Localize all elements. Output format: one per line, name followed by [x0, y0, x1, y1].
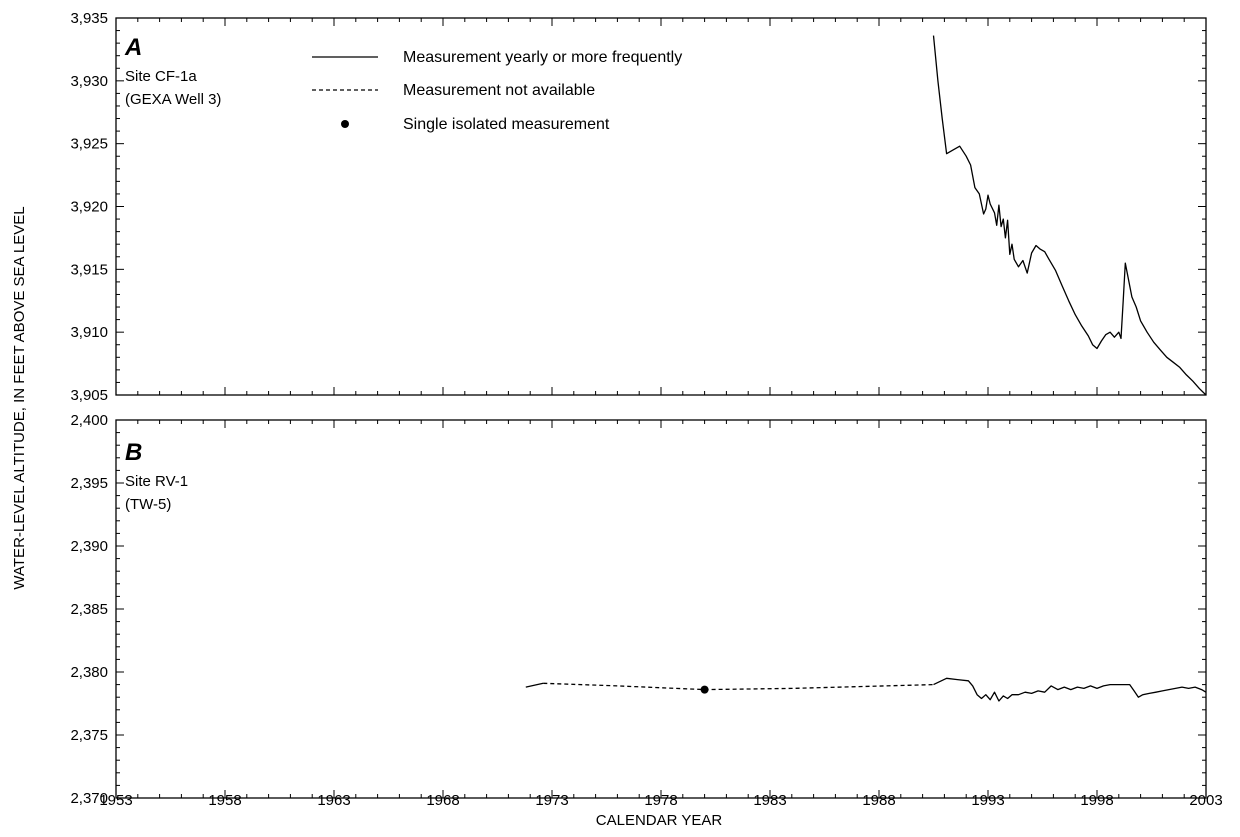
- x-tick-label: 2003: [1189, 792, 1222, 809]
- x-tick-label: 1973: [535, 792, 568, 809]
- x-tick-label: 1983: [753, 792, 786, 809]
- panel-b-y-tick-label: 2,370: [70, 790, 108, 807]
- legend-point-label: Single isolated measurement: [403, 116, 610, 133]
- panel-a-y-tick-label: 3,920: [70, 199, 108, 216]
- plot-panels: 3,905 3,910 3,915 3,920 3,925 3,930 3,935 2,370…: [70, 10, 1222, 809]
- panel-b-y-tick-label: 2,380: [70, 664, 108, 681]
- panel-a-series-solid-line: [932, 35, 1207, 396]
- legend-dashed-label: Measurement not available: [403, 82, 595, 99]
- panel-a-y-tick-label: 3,935: [70, 10, 108, 27]
- legend: Measurement yearly or more frequently Me…: [312, 49, 682, 133]
- x-axis-title: CALENDAR YEAR: [596, 812, 723, 829]
- panel-b-series-solid-line: [525, 682, 544, 688]
- panel-a-well-label: (GEXA Well 3): [125, 91, 221, 108]
- panel-b-y-tick-label: 2,385: [70, 601, 108, 618]
- panel-a-y-tick-label: 3,905: [70, 387, 108, 404]
- panel-a-frame: [115, 17, 1207, 396]
- panel-b-y-tick-label: 2,375: [70, 727, 108, 744]
- panel-b-series-solid-line: [933, 677, 1207, 702]
- x-tick-label: 1968: [426, 792, 459, 809]
- x-tick-label: 1958: [208, 792, 241, 809]
- panel-b-well-label: (TW-5): [125, 496, 171, 513]
- panel-a-y-tick-label: 3,915: [70, 261, 108, 278]
- x-tick-label: 1978: [644, 792, 677, 809]
- panel-b-isolated-point: [700, 685, 709, 694]
- y-axis-title: WATER-LEVEL ALTITUDE, IN FEET ABOVE SEA …: [11, 206, 28, 589]
- panel-a-letter: A: [124, 34, 142, 61]
- legend-solid-label: Measurement yearly or more frequently: [403, 49, 682, 66]
- x-tick-label: 1963: [317, 792, 350, 809]
- panel-a-y-tick-label: 3,925: [70, 136, 108, 153]
- legend-point-swatch: [341, 120, 349, 128]
- x-tick-label: 1993: [971, 792, 1004, 809]
- panel-b-letter: B: [125, 439, 142, 466]
- panel-b-y-tick-label: 2,395: [70, 475, 108, 492]
- panel-a-y-tick-label: 3,930: [70, 73, 108, 90]
- panel-b-frame: [115, 419, 1207, 799]
- panel-b-y-tick-label: 2,390: [70, 538, 108, 555]
- panel-b-y-tick-label: 2,400: [70, 412, 108, 429]
- x-tick-label: 1998: [1080, 792, 1113, 809]
- panel-b-site-label: Site RV-1: [125, 473, 188, 490]
- panel-a-y-tick-label: 3,910: [70, 324, 108, 341]
- x-tick-label: 1988: [862, 792, 895, 809]
- panel-a-site-label: Site CF-1a: [125, 68, 197, 85]
- panel-b-series-dashed-line: [704, 683, 934, 691]
- panel-b-series-dashed-line: [543, 682, 705, 691]
- x-tick-label: 1953: [99, 792, 132, 809]
